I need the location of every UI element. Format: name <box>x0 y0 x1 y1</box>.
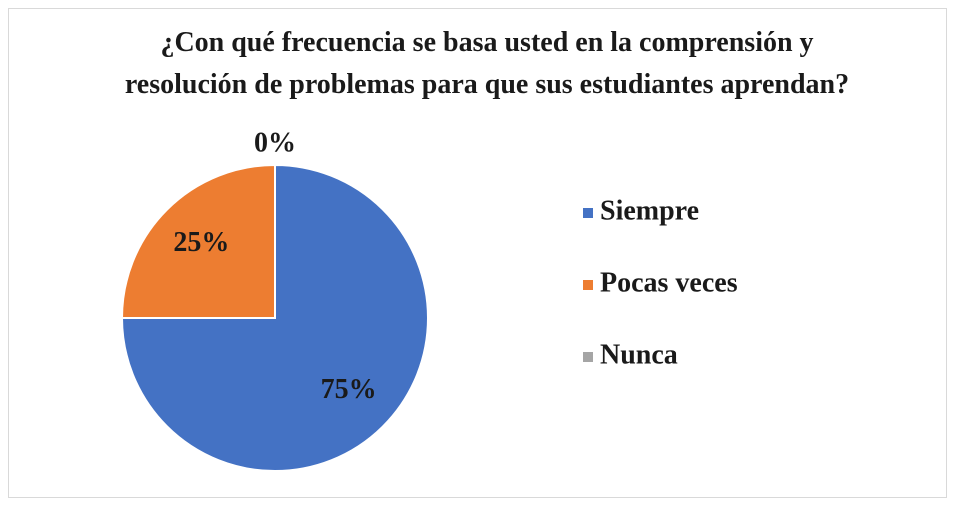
pie-slice <box>120 163 429 472</box>
legend-label: Siempre <box>600 195 699 226</box>
data-label: 0% <box>254 128 296 159</box>
legend-swatch <box>583 208 593 218</box>
data-label: 75% <box>321 374 377 405</box>
legend-label: Pocas veces <box>600 267 738 298</box>
legend-swatch <box>583 280 593 290</box>
data-label: 25% <box>173 227 229 258</box>
legend-label: Nunca <box>600 339 678 370</box>
legend-swatch <box>583 352 593 362</box>
pie-slice <box>120 163 276 319</box>
chart-title: ¿Con qué frecuencia se basa usted en la … <box>124 27 850 100</box>
